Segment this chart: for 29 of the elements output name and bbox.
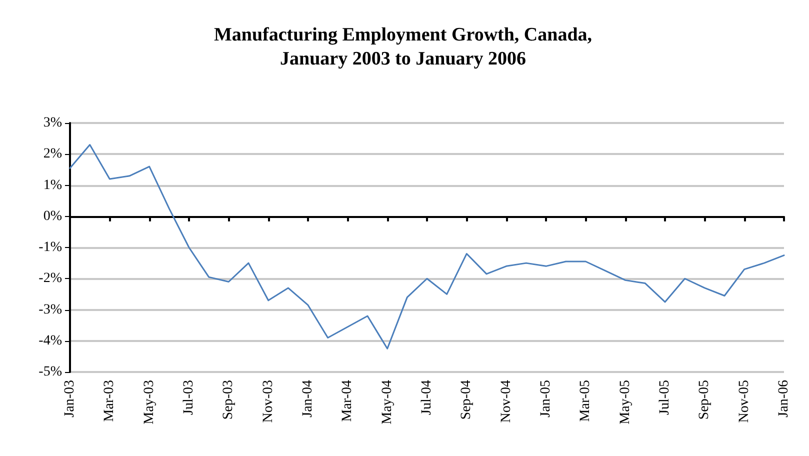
x-tick-label: Nov-05 (736, 380, 752, 423)
x-tick-label: May-04 (380, 380, 395, 424)
x-tick-label: Mar-04 (340, 380, 356, 422)
y-tick-label: -4% (38, 333, 62, 348)
x-tick-label: Jul-03 (182, 380, 196, 415)
x-tick-label: Mar-03 (102, 380, 118, 422)
y-tick-label: 0% (43, 208, 62, 224)
x-tick-label: Jan-05 (538, 380, 554, 418)
x-tick-label: May-05 (618, 380, 633, 424)
x-tick-label: Jan-06 (776, 380, 792, 418)
x-tick-label: Jul-04 (420, 380, 434, 415)
x-tick-label: Jan-03 (62, 380, 78, 418)
y-tick-label: -2% (38, 271, 62, 286)
x-tick-label: Sep-04 (459, 380, 474, 420)
y-tick-label: 3% (43, 116, 62, 130)
x-tick-label: Sep-03 (221, 380, 236, 420)
x-tick-label: Jul-05 (658, 380, 672, 415)
y-tick-label: -5% (38, 364, 62, 380)
y-tick-label: -3% (38, 302, 62, 318)
x-tick-label: Nov-04 (498, 380, 514, 423)
x-tick-label: Jan-04 (300, 380, 316, 418)
x-tick-label: Mar-05 (578, 380, 594, 422)
x-tick-label: Sep-05 (697, 380, 712, 420)
y-tick-label: 1% (43, 178, 62, 193)
y-tick-label: 2% (43, 146, 62, 162)
chart-title: Manufacturing Employment Growth, Canada, January 2003 to January 2006 (214, 24, 592, 70)
x-tick-label: May-03 (142, 380, 157, 424)
y-tick-label: -1% (38, 240, 62, 255)
x-tick-label: Nov-03 (260, 380, 276, 423)
